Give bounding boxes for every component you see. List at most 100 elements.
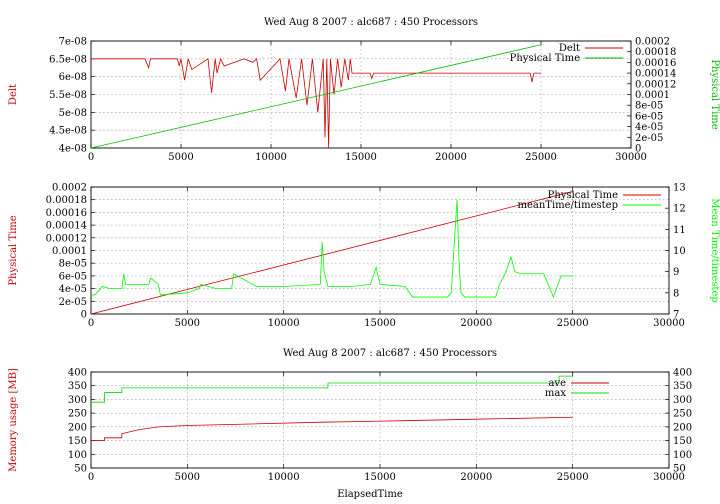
y2-axis-label: Physical Time <box>709 59 720 129</box>
y2-tick-label: 0.0002 <box>635 37 670 48</box>
y-tick-label: 5.5e-08 <box>49 90 87 101</box>
y2-tick-label: 100 <box>673 450 692 461</box>
y2-tick-label: 200 <box>673 422 692 433</box>
y2-tick-label: 13 <box>673 183 686 194</box>
y-tick-label: 0.0001 <box>52 246 87 257</box>
x-tick-label: 20000 <box>435 152 467 163</box>
y-tick-label: 0 <box>81 310 87 321</box>
x-tick-label: 10000 <box>255 152 287 163</box>
chart-panel-3: 0 5000 10000 15000 20000 25000 300005010015020… <box>8 348 692 500</box>
y2-tick-label: 50 <box>673 464 686 475</box>
y-axis-label: Physical Time <box>8 215 19 285</box>
series-line-meantime-timestep <box>91 199 573 299</box>
y-tick-label: 7e-08 <box>59 37 87 48</box>
y2-tick-label: 8e-05 <box>635 101 663 112</box>
x-tick-label: 0 <box>88 472 94 483</box>
legend-label: Physical Time <box>548 190 618 201</box>
y-axis-label: Delt <box>8 84 19 105</box>
legend-label: Physical Time <box>510 53 580 64</box>
y-axis-label: Memory usage [MB] <box>8 368 19 472</box>
y-tick-label: 4e-05 <box>59 284 87 295</box>
chart-panel-2: 0 5000 10000 15000 20000 25000 3000002e-054e-0… <box>8 183 720 330</box>
x-tick-label: 15000 <box>345 152 377 163</box>
y2-tick-label: 0 <box>635 144 641 155</box>
y-tick-label: 6e-05 <box>59 271 87 282</box>
y-tick-label: 6.5e-08 <box>49 54 87 65</box>
y2-tick-label: 11 <box>673 225 686 236</box>
y-tick-label: 8e-05 <box>59 259 87 270</box>
series-line-physical-time <box>90 44 542 149</box>
x-tick-label: 30000 <box>653 318 685 329</box>
legend-label: max <box>545 388 566 399</box>
x-tick-label: 0 <box>88 152 94 163</box>
y2-tick-label: 4e-05 <box>635 122 663 133</box>
y2-tick-label: 0.00018 <box>635 47 676 58</box>
y-tick-label: 350 <box>68 381 87 392</box>
x-tick-label: 0 <box>88 318 94 329</box>
x-tick-label: 20000 <box>460 472 492 483</box>
y-tick-label: 2e-05 <box>59 297 87 308</box>
x-tick-label: 15000 <box>364 318 396 329</box>
chart-title: Wed Aug 8 2007 : alc687 : 450 Processors <box>264 17 478 28</box>
y2-tick-label: 10 <box>673 246 686 257</box>
y-tick-label: 4.5e-08 <box>49 126 87 137</box>
plot-frame <box>90 186 670 315</box>
y-tick-label: 0.00018 <box>46 195 87 206</box>
y2-tick-label: 7 <box>673 310 679 321</box>
y2-tick-label: 0.00014 <box>635 69 676 80</box>
y-tick-label: 0.00016 <box>46 208 87 219</box>
y2-tick-label: 12 <box>673 204 686 215</box>
x-tick-label: 10000 <box>268 318 300 329</box>
y2-tick-label: 300 <box>673 395 692 406</box>
y2-axis-label: Mean Time/timestep <box>709 198 720 302</box>
series-line-max <box>91 375 573 403</box>
x-tick-label: 30000 <box>653 472 685 483</box>
plot-frame <box>90 371 670 469</box>
chart-panel-1: 0 5000 10000 15000 20000 25000 30000 4e-08 4.5e-… <box>8 17 720 163</box>
y2-tick-label: 250 <box>673 409 692 420</box>
series-line-physical-time <box>90 191 573 315</box>
y-tick-label: 5e-08 <box>59 108 87 119</box>
y2-tick-label: 0.00016 <box>635 58 676 69</box>
legend-label: meanTime/timestep <box>517 200 618 211</box>
x-tick-label: 15000 <box>364 472 396 483</box>
x-tick-label: 25000 <box>557 472 589 483</box>
y-tick-label: 4e-08 <box>59 144 87 155</box>
x-tick-label: 10000 <box>268 472 300 483</box>
x-tick-label: 25000 <box>525 152 557 163</box>
series-line-delt <box>91 57 541 149</box>
x-tick-label: 5000 <box>168 152 193 163</box>
y2-tick-label: 0.0001 <box>635 90 670 101</box>
y-tick-label: 250 <box>68 409 87 420</box>
y2-tick-label: 400 <box>673 368 692 379</box>
legend-label: ave <box>548 378 566 389</box>
x-tick-label: 5000 <box>175 318 200 329</box>
y-tick-label: 0.00012 <box>46 233 87 244</box>
y2-tick-label: 8 <box>673 288 679 299</box>
y-tick-label: 6e-08 <box>59 72 87 83</box>
y2-tick-label: 6e-05 <box>635 111 663 122</box>
y-tick-label: 0.0002 <box>52 183 87 194</box>
x-tick-label: 20000 <box>460 318 492 329</box>
plot-frame <box>90 40 632 149</box>
x-tick-label: 5000 <box>175 472 200 483</box>
y-tick-label: 300 <box>68 395 87 406</box>
y-tick-label: 100 <box>68 450 87 461</box>
y2-tick-label: 2e-05 <box>635 133 663 144</box>
y-tick-label: 150 <box>68 436 87 447</box>
y2-tick-label: 0.00012 <box>635 79 676 90</box>
y2-tick-label: 9 <box>673 267 679 278</box>
y-tick-label: 50 <box>74 464 87 475</box>
chart-title: Wed Aug 8 2007 : alc687 : 450 Processors <box>283 348 497 359</box>
y-tick-label: 0.00014 <box>46 221 87 232</box>
series-line-ave <box>91 416 573 441</box>
y-tick-label: 200 <box>68 422 87 433</box>
x-tick-label: 25000 <box>557 318 589 329</box>
y-tick-label: 400 <box>68 368 87 379</box>
y2-tick-label: 150 <box>673 436 692 447</box>
x-tick-label: 30000 <box>615 152 647 163</box>
x-axis-label: ElapsedTime <box>337 489 403 500</box>
legend-label: Delt <box>559 43 580 54</box>
y2-tick-label: 350 <box>673 381 692 392</box>
